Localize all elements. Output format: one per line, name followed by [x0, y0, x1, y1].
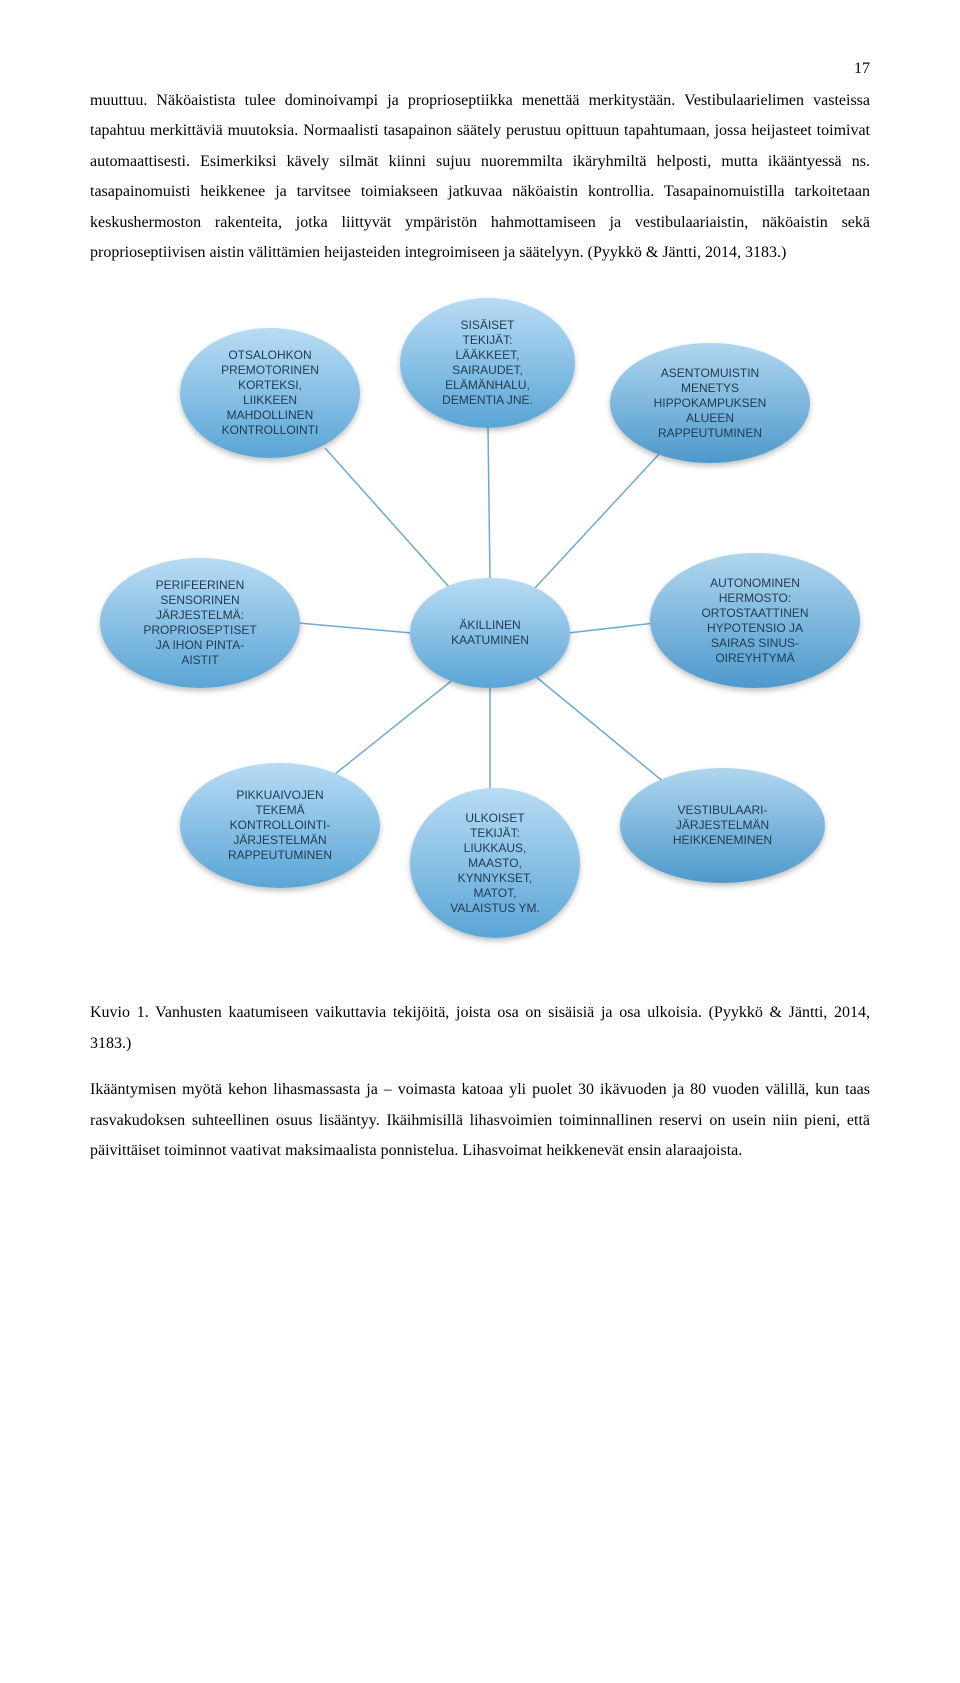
diagram-center-node: ÄKILLINEN KAATUMINEN [410, 578, 570, 688]
node-label: ÄKILLINEN KAATUMINEN [451, 618, 529, 648]
paragraph-1: muuttuu. Näköaistista tulee dominoivampi… [90, 86, 870, 268]
diagram-node-mid-right: AUTONOMINEN HERMOSTO: ORTOSTAATTINEN HYP… [650, 553, 860, 688]
node-label: ULKOISET TEKIJÄT: LIUKKAUS, MAASTO, KYNN… [450, 811, 540, 916]
node-label: AUTONOMINEN HERMOSTO: ORTOSTAATTINEN HYP… [701, 576, 808, 666]
diagram-node-bot-left: PIKKUAIVOJEN TEKEMÄ KONTROLLOINTI- JÄRJE… [180, 763, 380, 888]
page: 17 muuttuu. Näköaistista tulee dominoiva… [0, 0, 960, 1242]
node-label: VESTIBULAARI- JÄRJESTELMÄN HEIKKENEMINEN [673, 803, 772, 848]
diagram-node-top-left: OTSALOHKON PREMOTORINEN KORTEKSI, LIIKKE… [180, 328, 360, 458]
diagram-node-top-mid: SISÄISET TEKIJÄT: LÄÄKKEET, SAIRAUDET, E… [400, 298, 575, 428]
diagram-node-bot-mid: ULKOISET TEKIJÄT: LIUKKAUS, MAASTO, KYNN… [410, 788, 580, 938]
node-label: PERIFEERINEN SENSORINEN JÄRJESTELMÄ: PRO… [143, 578, 256, 668]
paragraph-3: Ikääntymisen myötä kehon lihasmassasta j… [90, 1075, 870, 1166]
figure-caption: Kuvio 1. Vanhusten kaatumiseen vaikuttav… [90, 998, 870, 1059]
node-label: OTSALOHKON PREMOTORINEN KORTEKSI, LIIKKE… [221, 348, 319, 438]
diagram-node-bot-right: VESTIBULAARI- JÄRJESTELMÄN HEIKKENEMINEN [620, 768, 825, 883]
diagram-node-top-right: ASENTOMUISTIN MENETYS HIPPOKAMPUKSEN ALU… [610, 343, 810, 463]
page-number: 17 [90, 60, 870, 78]
node-label: SISÄISET TEKIJÄT: LÄÄKKEET, SAIRAUDET, E… [442, 318, 533, 408]
diagram-node-mid-left: PERIFEERINEN SENSORINEN JÄRJESTELMÄ: PRO… [100, 558, 300, 688]
node-label: PIKKUAIVOJEN TEKEMÄ KONTROLLOINTI- JÄRJE… [228, 788, 332, 863]
concept-diagram: OTSALOHKON PREMOTORINEN KORTEKSI, LIIKKE… [90, 288, 870, 968]
node-label: ASENTOMUISTIN MENETYS HIPPOKAMPUKSEN ALU… [654, 366, 767, 441]
